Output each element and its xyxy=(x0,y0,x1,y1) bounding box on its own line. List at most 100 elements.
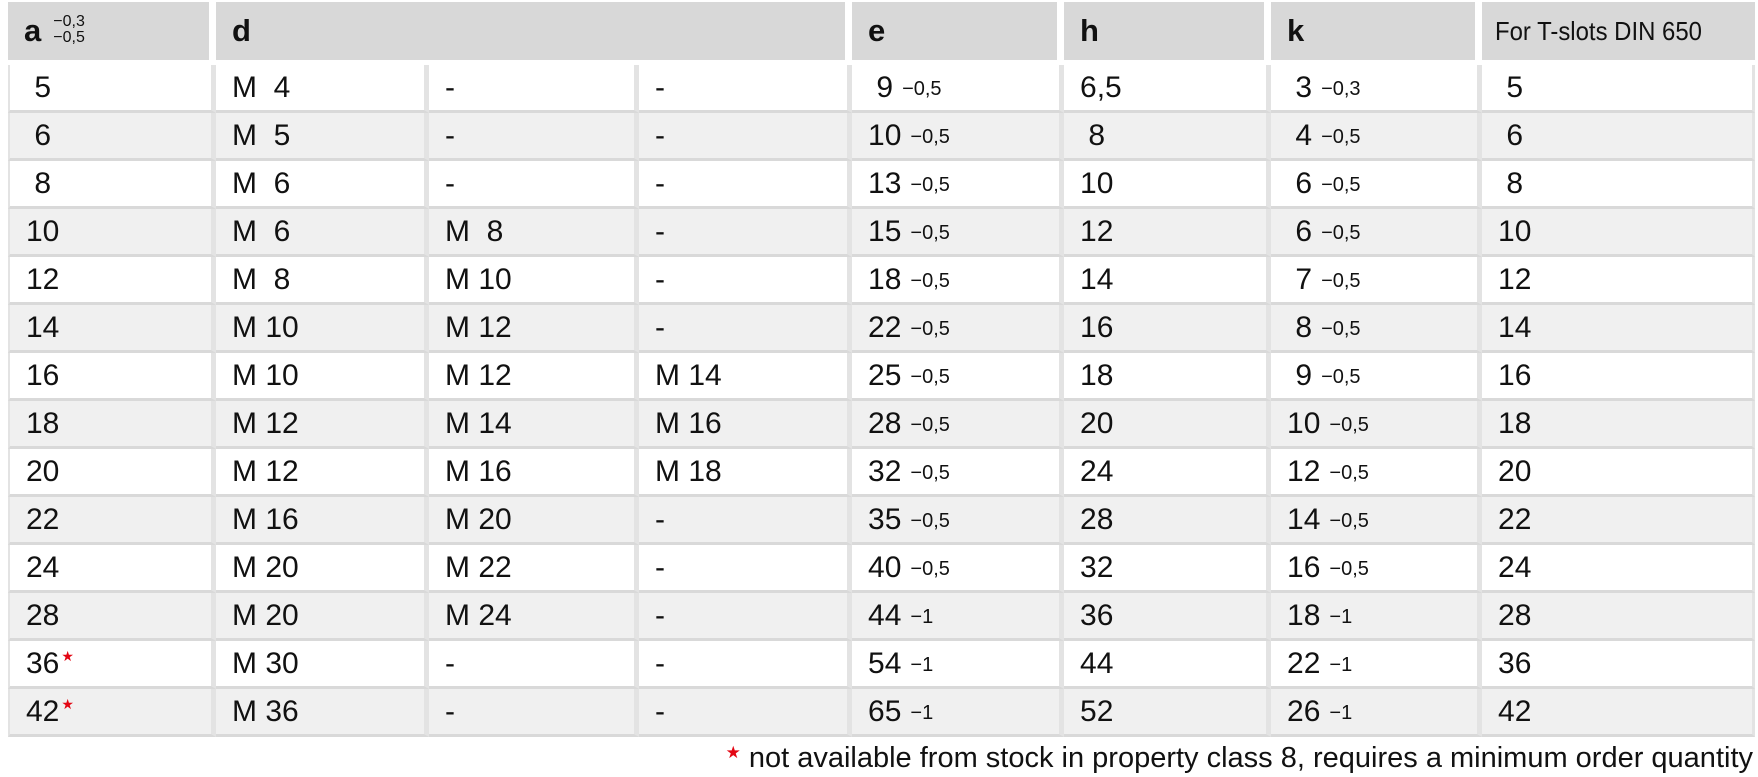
cell-h: 10 xyxy=(1064,161,1272,209)
table-row: 36 ★ M 30- -54 −1 44 22 −1 36 xyxy=(8,641,1756,689)
cell-value: 12 xyxy=(1498,262,1532,296)
cell-e: 40 −0,5 xyxy=(852,545,1065,593)
asterisk-icon: ★ xyxy=(725,743,741,762)
cell-value: - xyxy=(655,310,665,344)
cell-d1: M 8 xyxy=(216,257,429,305)
cell-t: 18 xyxy=(1482,401,1756,449)
header-d-label: d xyxy=(232,13,251,48)
footnote: ★ not available from stock in property cl… xyxy=(726,742,1753,775)
cell-e: 9 −0,5 xyxy=(852,65,1065,113)
cell-value: 18 xyxy=(1498,406,1532,440)
cell-d3: - xyxy=(639,497,853,545)
cell-value: M 6 xyxy=(232,214,291,248)
cell-d2: M 16 xyxy=(429,449,639,497)
footnote-text: not available from stock in property cla… xyxy=(748,742,1753,774)
tolerance-value: −0,5 xyxy=(910,461,950,484)
cell-value: 18 xyxy=(1287,598,1321,632)
cell-value: 42 xyxy=(26,694,60,728)
tolerance-value: −0,5 xyxy=(910,173,950,196)
cell-value: 28 xyxy=(1498,598,1532,632)
cell-a: 8 xyxy=(8,161,216,209)
cell-t: 14 xyxy=(1482,305,1756,353)
cell-h: 52 xyxy=(1064,689,1272,737)
cell-value: M 4 xyxy=(232,70,291,104)
tolerance-value: −1 xyxy=(910,605,934,628)
column-header-h: h xyxy=(1064,2,1272,65)
cell-e: 32 −0,5 xyxy=(852,449,1065,497)
cell-value: 18 xyxy=(26,406,60,440)
cell-d1: M 10 xyxy=(216,305,429,353)
cell-value: M 16 xyxy=(445,454,512,488)
cell-value: 5 xyxy=(1498,70,1524,104)
cell-value: 52 xyxy=(1080,694,1114,728)
cell-d2: M 12 xyxy=(429,353,639,401)
cell-value: - xyxy=(655,502,665,536)
cell-a: 5 xyxy=(8,65,216,113)
cell-k: 14 −0,5 xyxy=(1271,497,1483,545)
header-a-tolerance: −0,3 −0,5 xyxy=(53,13,85,46)
cell-value: M 10 xyxy=(232,310,299,344)
cell-value: - xyxy=(655,118,665,152)
cell-a: 10 xyxy=(8,209,216,257)
cell-t: 6 xyxy=(1482,113,1756,161)
cell-value: 22 xyxy=(868,310,902,344)
cell-value: 4 xyxy=(1287,118,1313,152)
table-row: 6 M 5 - - 10 −0,5 8 4 −0,5 6 xyxy=(8,113,1756,161)
cell-value: 3 xyxy=(1287,70,1313,104)
cell-t: 8 xyxy=(1482,161,1756,209)
cell-d1: M 6 xyxy=(216,161,429,209)
cell-value: 36 xyxy=(26,646,60,680)
cell-d3: - xyxy=(639,689,853,737)
cell-d3: - xyxy=(639,593,853,641)
cell-d3: - xyxy=(639,161,853,209)
cell-h: 36 xyxy=(1064,593,1272,641)
cell-t: 5 xyxy=(1482,65,1756,113)
cell-value: 8 xyxy=(1498,166,1524,200)
cell-value: 9 xyxy=(868,70,894,104)
cell-value: 26 xyxy=(1287,694,1321,728)
cell-value: M 12 xyxy=(232,406,299,440)
cell-a: 42 ★ xyxy=(8,689,216,737)
cell-value: 13 xyxy=(868,166,902,200)
cell-d1: M 36 xyxy=(216,689,429,737)
cell-d1: M 30 xyxy=(216,641,429,689)
cell-value: - xyxy=(655,214,665,248)
cell-value: M 20 xyxy=(445,502,512,536)
table-row: 28 M 20 M 24 - 44 −1 36 18 −1 28 xyxy=(8,593,1756,641)
column-header-k: k xyxy=(1271,2,1483,65)
cell-value: 44 xyxy=(868,598,902,632)
table-row: 10 M 6 M 8 - 15 −0,5 12 6 −0,5 10 xyxy=(8,209,1756,257)
table-row: 18 M 12 M 14 M 16 28 −0,5 20 10 −0,5 18 xyxy=(8,401,1756,449)
cell-value: M 14 xyxy=(445,406,512,440)
cell-a: 12 xyxy=(8,257,216,305)
cell-value: M 10 xyxy=(232,358,299,392)
cell-k: 6 −0,5 xyxy=(1271,161,1483,209)
table-row: 8 M 6 - - 13 −0,5 10 6 −0,5 8 xyxy=(8,161,1756,209)
cell-d2: - xyxy=(429,689,639,737)
cell-value: 15 xyxy=(868,214,902,248)
cell-value: - xyxy=(655,550,665,584)
cell-a: 18 xyxy=(8,401,216,449)
tolerance-value: −0,5 xyxy=(910,557,950,580)
cell-value: 28 xyxy=(868,406,902,440)
cell-value: 32 xyxy=(868,454,902,488)
tolerance-value: −0,5 xyxy=(1321,365,1361,388)
cell-value: 14 xyxy=(1080,262,1114,296)
tolerance-value: −0,3 xyxy=(1321,77,1361,100)
cell-d3: - xyxy=(639,545,853,593)
cell-value: 6 xyxy=(1287,214,1313,248)
header-k-label: k xyxy=(1287,13,1305,48)
asterisk-icon: ★ xyxy=(61,647,74,664)
cell-value: M 8 xyxy=(232,262,291,296)
tolerance-value: −0,5 xyxy=(910,317,950,340)
cell-value: M 36 xyxy=(232,694,299,728)
tolerance-value: −0,5 xyxy=(1321,317,1361,340)
cell-value: M 16 xyxy=(655,406,722,440)
cell-d3: - xyxy=(639,257,853,305)
cell-d2: M 14 xyxy=(429,401,639,449)
cell-e: 18 −0,5 xyxy=(852,257,1065,305)
cell-value: 65 xyxy=(868,694,902,728)
tolerance-value: −0,5 xyxy=(910,509,950,532)
cell-value: 22 xyxy=(1287,646,1321,680)
